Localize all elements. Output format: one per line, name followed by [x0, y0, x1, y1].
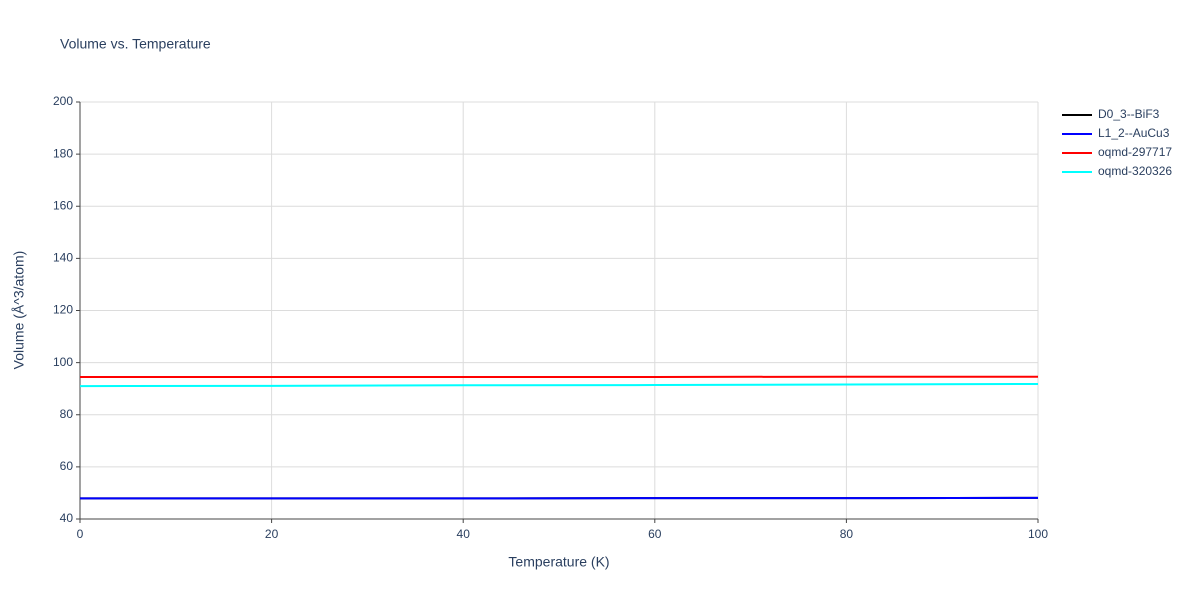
- chart-title: Volume vs. Temperature: [60, 36, 211, 52]
- x-tick-label: 20: [265, 527, 279, 541]
- x-axis-title: Temperature (K): [508, 554, 609, 570]
- legend-label: oqmd-297717: [1098, 145, 1172, 159]
- y-tick-label: 180: [53, 146, 73, 160]
- legend-label: oqmd-320326: [1098, 164, 1172, 178]
- y-tick-label: 200: [53, 94, 73, 108]
- y-tick-label: 140: [53, 251, 73, 265]
- legend-label: L1_2--AuCu3: [1098, 126, 1170, 140]
- series-line: [80, 496, 1039, 500]
- x-tick-label: 60: [648, 527, 662, 541]
- series-line: [79, 382, 1039, 388]
- y-tick-label: 40: [60, 511, 74, 525]
- y-tick-label: 120: [53, 303, 73, 317]
- y-tick-label: 160: [53, 198, 73, 212]
- y-tick-label: 60: [60, 459, 74, 473]
- y-tick-label: 100: [53, 355, 73, 369]
- y-axis-title: Volume (Å^3/atom): [11, 251, 27, 370]
- legend-label: D0_3--BiF3: [1098, 107, 1160, 121]
- x-tick-label: 80: [840, 527, 854, 541]
- y-tick-label: 80: [60, 407, 74, 421]
- x-tick-label: 100: [1028, 527, 1048, 541]
- x-tick-label: 40: [457, 527, 471, 541]
- x-tick-label: 0: [77, 527, 84, 541]
